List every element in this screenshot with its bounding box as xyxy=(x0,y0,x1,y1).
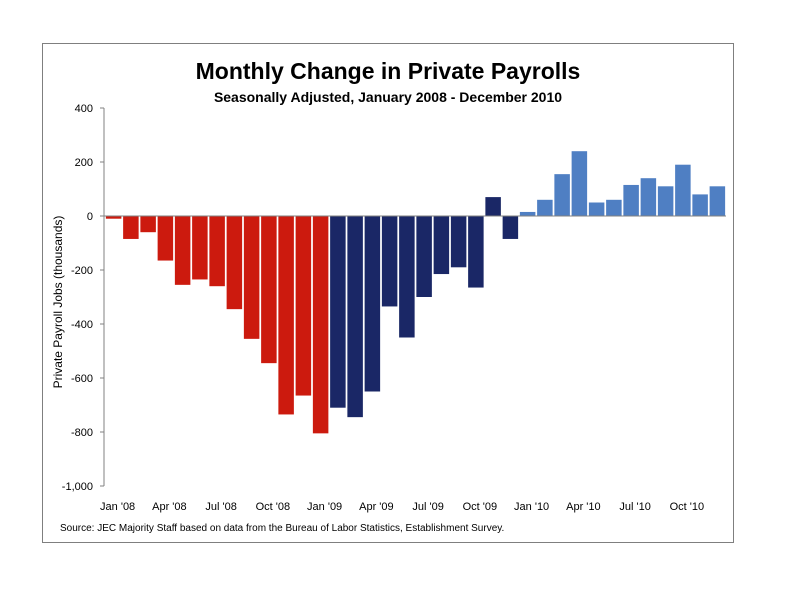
bar xyxy=(450,216,467,268)
bar xyxy=(174,216,191,285)
bar xyxy=(519,211,536,216)
bar xyxy=(537,199,553,216)
x-tick-label: Jan '09 xyxy=(307,501,342,513)
chart-title: Monthly Change in Private Payrolls xyxy=(195,58,581,84)
bar xyxy=(192,216,208,280)
x-tick-label: Oct '08 xyxy=(256,501,291,513)
bar xyxy=(261,216,277,364)
bar xyxy=(502,216,519,239)
bar xyxy=(692,194,708,216)
bar xyxy=(554,174,570,216)
bar xyxy=(140,216,156,233)
bar xyxy=(433,216,450,275)
bar xyxy=(381,216,398,307)
bar xyxy=(399,216,415,338)
bar xyxy=(278,216,294,415)
x-tick-label: Jul '10 xyxy=(619,501,650,513)
x-tick-label: Apr '09 xyxy=(359,501,394,513)
bar xyxy=(157,216,174,261)
bar xyxy=(123,216,139,239)
bar xyxy=(364,216,381,392)
bar xyxy=(209,216,225,287)
x-tick-label: Apr '08 xyxy=(152,501,187,513)
bar xyxy=(640,178,657,216)
bar xyxy=(226,216,243,310)
x-tick-label: Oct '09 xyxy=(463,501,498,513)
y-axis-label: Private Payroll Jobs (thousands) xyxy=(51,216,65,389)
bar xyxy=(347,216,363,418)
y-tick-label: -1,000 xyxy=(62,481,93,493)
y-tick-label: -400 xyxy=(71,319,93,331)
x-tick-label: Apr '10 xyxy=(566,501,601,513)
bar xyxy=(571,151,588,216)
y-tick-label: 400 xyxy=(75,103,93,115)
bar xyxy=(675,164,691,216)
x-tick-label: Jul '09 xyxy=(412,501,443,513)
bar xyxy=(468,216,484,288)
bar xyxy=(485,197,501,216)
source-note: Source: JEC Majority Staff based on data… xyxy=(60,523,505,534)
bar xyxy=(623,184,639,216)
bar xyxy=(295,216,312,396)
x-tick-label: Jan '10 xyxy=(514,501,549,513)
y-tick-label: 0 xyxy=(87,211,93,223)
y-tick-label: 200 xyxy=(75,157,93,169)
y-tick-label: -800 xyxy=(71,427,93,439)
y-tick-label: -200 xyxy=(71,265,93,277)
chart-subtitle: Seasonally Adjusted, January 2008 - Dece… xyxy=(213,89,563,105)
bar xyxy=(330,216,346,408)
x-tick-label: Jan '08 xyxy=(100,501,135,513)
y-tick-label: -600 xyxy=(71,373,93,385)
x-tick-label: Oct '10 xyxy=(670,501,705,513)
bar xyxy=(588,202,605,216)
bar xyxy=(709,186,726,216)
bar xyxy=(606,199,622,216)
bar xyxy=(105,216,122,219)
bar xyxy=(657,186,674,216)
bar xyxy=(416,216,432,297)
x-tick-label: Jul '08 xyxy=(205,501,236,513)
bar xyxy=(312,216,329,434)
bar xyxy=(243,216,260,339)
